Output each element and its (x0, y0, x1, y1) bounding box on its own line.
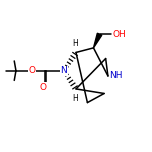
Text: O: O (28, 66, 35, 75)
Text: H: H (72, 38, 78, 48)
Text: H: H (72, 94, 78, 103)
Text: O: O (40, 83, 47, 92)
Text: N: N (60, 66, 67, 75)
Text: OH: OH (112, 30, 126, 39)
Polygon shape (93, 33, 102, 48)
Text: NH: NH (109, 71, 123, 81)
